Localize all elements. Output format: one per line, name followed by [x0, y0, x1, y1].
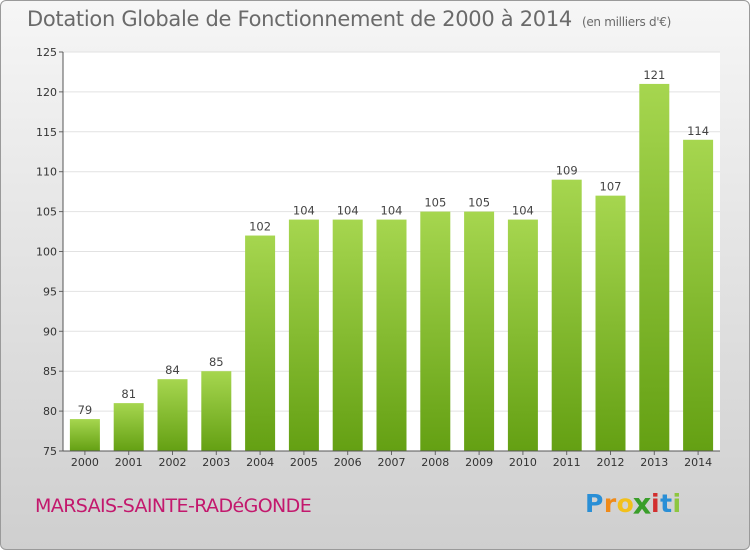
- x-tick-label: 2004: [246, 456, 274, 469]
- y-tick-label: 75: [43, 445, 57, 458]
- y-tick-label: 115: [36, 126, 57, 139]
- x-tick-label: 2002: [159, 456, 187, 469]
- logo-letter: i: [672, 489, 682, 518]
- chart-title-text: Dotation Globale de Fonctionnement de 20…: [27, 7, 572, 31]
- bar: [464, 211, 495, 451]
- data-label: 102: [249, 220, 271, 234]
- data-label: 105: [468, 196, 490, 210]
- logo-letter: o: [616, 489, 635, 518]
- x-tick-label: 2013: [640, 456, 668, 469]
- x-tick-label: 2012: [597, 456, 625, 469]
- data-label: 104: [337, 204, 359, 218]
- bar: [551, 179, 582, 451]
- bar: [157, 379, 188, 451]
- bar: [683, 139, 714, 451]
- y-tick-label: 95: [43, 285, 57, 298]
- bar: [332, 219, 363, 451]
- y-tick-label: 90: [43, 325, 57, 338]
- data-label: 84: [165, 363, 180, 377]
- data-label: 105: [424, 196, 446, 210]
- bar: [113, 403, 144, 451]
- data-label: 81: [121, 387, 136, 401]
- x-tick-label: 2001: [115, 456, 143, 469]
- x-tick-label: 2008: [421, 456, 449, 469]
- x-tick-label: 2011: [553, 456, 581, 469]
- x-tick-label: 2010: [509, 456, 537, 469]
- y-tick-label: 80: [43, 405, 57, 418]
- data-label: 121: [643, 68, 665, 82]
- logo-letter: t: [660, 489, 673, 518]
- data-label: 79: [78, 403, 93, 417]
- x-tick-label: 2007: [378, 456, 406, 469]
- x-tick-label: 2006: [334, 456, 362, 469]
- data-label: 114: [687, 124, 709, 138]
- y-tick-label: 100: [36, 246, 57, 259]
- bar: [420, 211, 451, 451]
- x-tick-label: 2003: [202, 456, 230, 469]
- bar: [69, 419, 100, 451]
- logo-letter: x: [633, 486, 653, 521]
- data-label: 104: [512, 204, 534, 218]
- commune-name: MARSAIS-SAINTE-RADéGONDE: [35, 495, 312, 517]
- x-tick-label: 2014: [684, 456, 712, 469]
- bar: [595, 195, 626, 451]
- bar: [639, 83, 670, 452]
- bar: [201, 371, 232, 451]
- y-tick-label: 85: [43, 365, 57, 378]
- proxiti-logo: Proxiti: [585, 486, 682, 521]
- data-label: 109: [556, 164, 578, 178]
- y-tick-label: 105: [36, 206, 57, 219]
- bar: [507, 219, 538, 451]
- logo-letter: r: [603, 489, 617, 518]
- logo-letter: i: [651, 489, 661, 518]
- data-label: 107: [600, 180, 622, 194]
- y-tick-label: 120: [36, 86, 57, 99]
- bar: [288, 219, 319, 451]
- y-tick-label: 125: [36, 46, 57, 59]
- x-tick-label: 2009: [465, 456, 493, 469]
- bar: [376, 219, 407, 451]
- data-label: 104: [293, 204, 315, 218]
- x-tick-label: 2005: [290, 456, 318, 469]
- y-tick-label: 110: [36, 166, 57, 179]
- data-label: 85: [209, 355, 224, 369]
- chart-title: Dotation Globale de Fonctionnement de 20…: [27, 7, 671, 31]
- x-tick-label: 2000: [71, 456, 99, 469]
- chart-subtitle: (en milliers d'€): [581, 15, 671, 29]
- logo-letter: P: [585, 489, 604, 518]
- data-label: 104: [381, 204, 403, 218]
- bar: [245, 235, 276, 451]
